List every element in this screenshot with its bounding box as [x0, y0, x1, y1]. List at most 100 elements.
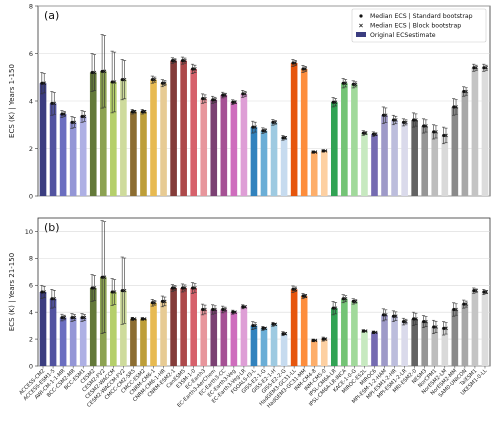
bar [481, 292, 489, 366]
marker-block [383, 113, 388, 118]
marker-standard [190, 286, 194, 290]
bar [99, 277, 107, 366]
bar [220, 95, 228, 196]
bar [130, 111, 137, 196]
marker-block [353, 82, 358, 87]
y-tick-label: 0 [29, 362, 33, 370]
marker-standard [331, 100, 335, 104]
marker-standard [60, 112, 64, 116]
marker-block [444, 133, 448, 138]
bar [69, 317, 77, 366]
marker-standard [50, 101, 54, 105]
marker-block [373, 132, 378, 137]
marker-standard [241, 92, 245, 96]
marker-block [183, 286, 187, 290]
marker-block [203, 307, 207, 312]
marker-standard [261, 326, 265, 330]
bar [180, 60, 187, 196]
marker-standard [462, 302, 466, 306]
marker-block [263, 128, 267, 133]
marker-standard [231, 310, 235, 314]
bar [441, 328, 449, 366]
marker-standard [391, 118, 395, 122]
marker-standard [271, 322, 275, 326]
marker-standard [251, 125, 255, 129]
marker-standard [261, 129, 265, 133]
marker-block [313, 338, 318, 343]
panel-b: 0 2 4 6 8 10 (b) ECS (K) | Years 21-150 [8, 217, 491, 370]
bar [59, 114, 67, 196]
marker-block [203, 96, 207, 101]
bar [200, 309, 208, 366]
marker-block [313, 150, 318, 154]
legend-label: Original ECSestimate [370, 32, 436, 39]
bar [391, 120, 398, 196]
marker-standard [40, 81, 44, 85]
marker-block [142, 317, 147, 321]
bar [210, 99, 218, 196]
marker-standard [50, 297, 54, 301]
marker-block [484, 290, 488, 294]
bar [371, 134, 378, 196]
y-tick-label: 8 [29, 255, 33, 263]
marker-block [343, 296, 348, 301]
marker-standard [130, 317, 134, 321]
marker-standard [201, 97, 205, 101]
bar [310, 152, 318, 196]
bar [230, 102, 238, 196]
panel-label: (a) [44, 9, 59, 22]
marker-block [323, 337, 328, 341]
bar [391, 316, 398, 366]
marker-block [193, 286, 197, 290]
marker-standard [411, 317, 415, 321]
marker-standard [251, 324, 255, 328]
marker-block [414, 118, 418, 122]
marker-standard [40, 290, 44, 294]
marker-block [464, 302, 468, 306]
marker-block [92, 286, 97, 290]
bar [341, 83, 348, 196]
bar [320, 339, 328, 366]
marker-block [243, 305, 247, 309]
bar [69, 122, 77, 196]
bar [210, 309, 218, 366]
bar [260, 328, 268, 366]
marker-block [363, 329, 368, 333]
marker-standard [180, 59, 184, 63]
bar [150, 302, 157, 366]
bar [250, 325, 258, 366]
y-tick-label: 8 [29, 2, 33, 10]
bar [381, 115, 388, 196]
bar [180, 287, 187, 366]
marker-block [122, 288, 127, 293]
marker-standard [341, 81, 345, 85]
marker-block [363, 131, 368, 135]
marker-standard [432, 325, 436, 329]
marker-block [193, 67, 197, 71]
marker-block [404, 120, 408, 125]
marker-block [383, 313, 388, 317]
marker-standard [472, 289, 476, 293]
marker-standard [442, 326, 446, 330]
y-tick-label: 4 [29, 308, 33, 316]
marker-block [162, 81, 167, 85]
marker-standard [201, 307, 205, 311]
marker-block [323, 149, 328, 153]
marker-block [72, 315, 77, 320]
marker-standard [452, 307, 456, 311]
bar [200, 98, 208, 196]
bar [240, 93, 248, 196]
bar [330, 102, 338, 196]
marker-standard [301, 67, 305, 71]
marker-standard [331, 306, 335, 310]
marker-standard [231, 100, 235, 104]
bar [411, 318, 418, 366]
bar [481, 67, 489, 196]
marker-standard [381, 113, 385, 117]
marker-block [52, 296, 57, 301]
bar [250, 127, 258, 196]
bar [39, 83, 47, 196]
bar [431, 326, 439, 366]
marker-block [162, 299, 167, 304]
